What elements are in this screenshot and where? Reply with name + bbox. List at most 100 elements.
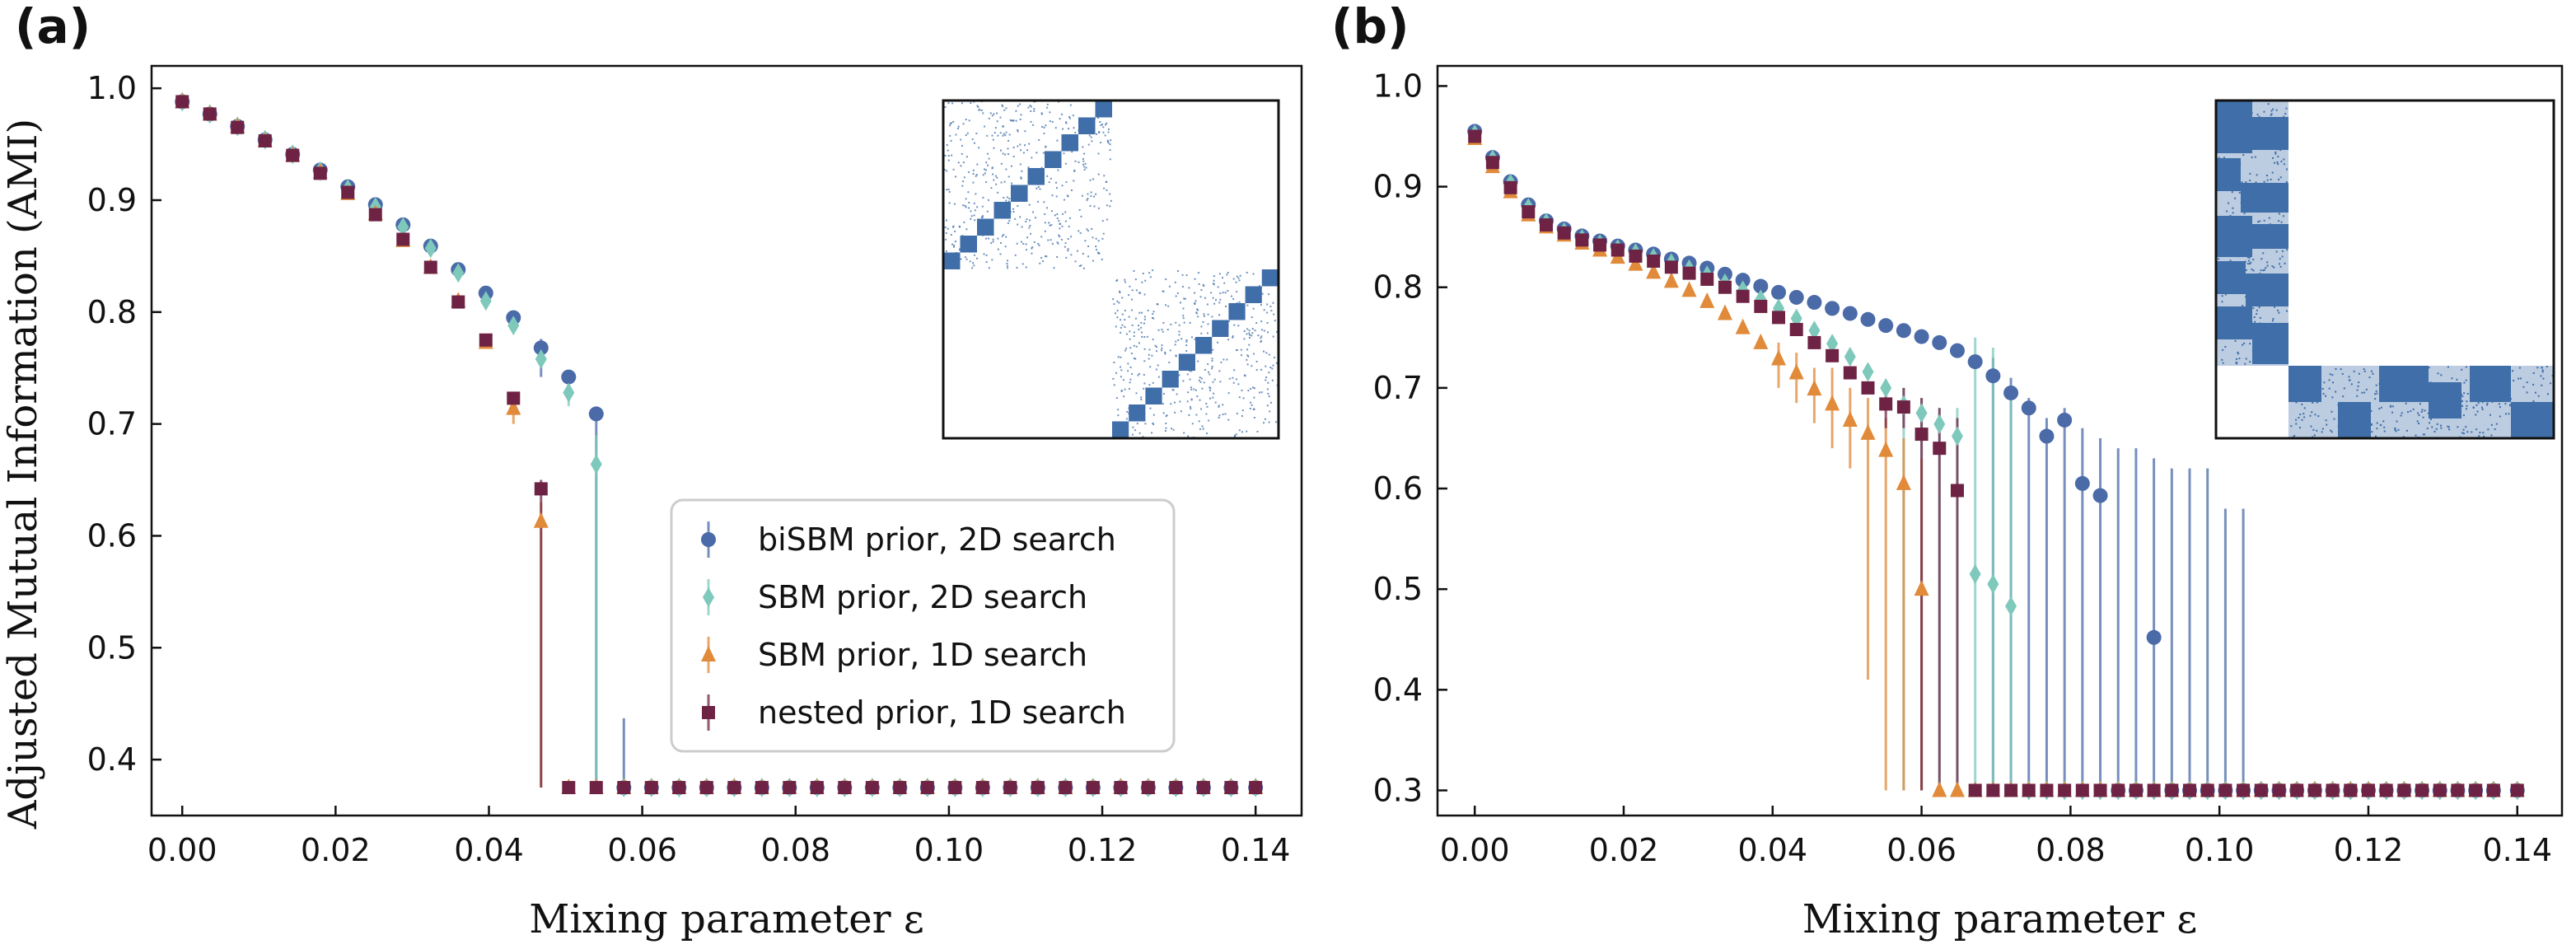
y-axis-title: Adjusted Mutual Information (AMI) [0,119,46,830]
legend: biSBM prior, 2D search SBM prior, 2D sear… [670,498,1176,753]
data-point [1753,333,1769,349]
data-point [1969,563,1981,584]
data-point [313,166,327,180]
data-point [2165,783,2179,797]
data-point [1914,428,1928,442]
data-point [2039,428,2055,444]
data-point [2183,783,2197,797]
data-point [1141,781,1155,795]
data-point [1503,180,1517,194]
data-point [2021,400,2036,416]
data-point [2510,783,2524,797]
data-point [2147,783,2161,797]
plot-frame [1436,64,2564,817]
data-point [1914,580,1929,596]
x-tick-label: 0.12 [2334,832,2404,868]
y-tick-label: 0.7 [87,406,137,442]
data-point [1879,397,1893,411]
data-point [1949,343,1965,358]
data-point [1003,781,1017,795]
data-point [2326,783,2340,797]
legend-label: SBM prior, 2D search [758,579,1087,615]
data-point [562,781,576,795]
data-point [2146,629,2162,645]
data-point [1878,318,1894,334]
data-point [1682,266,1696,280]
data-point [479,291,492,311]
data-point [2040,783,2054,797]
data-point [1646,263,1662,279]
data-point [2003,385,2019,400]
x-tick-label: 0.14 [2482,832,2552,868]
x-tick-label: 0.02 [1589,832,1659,868]
data-point [2129,783,2143,797]
data-point [1522,205,1536,219]
data-point [2005,596,2017,616]
data-point [1772,311,1786,325]
data-point [506,399,521,415]
data-point [1114,781,1128,795]
y-tick-label: 0.6 [1373,470,1423,507]
data-point [2111,783,2125,797]
y-tick-label: 0.8 [87,294,137,330]
data-point [2307,783,2321,797]
data-point [1987,574,1999,595]
panel-label: (b) [1331,0,1410,54]
data-point [396,232,410,246]
data-point [590,454,602,474]
data-point [1575,233,1589,247]
data-point [1539,217,1553,231]
data-point [699,781,713,795]
data-point [1914,329,1929,344]
data-point [1629,249,1643,263]
data-point [1807,295,1822,311]
data-point [423,260,437,274]
data-point [2361,783,2375,797]
data-point [507,391,521,405]
data-point [2415,783,2429,797]
data-point [1224,781,1238,795]
data-point [1985,368,2001,384]
data-point [2200,783,2214,797]
data-point [755,781,769,795]
y-tick-label: 0.5 [1373,571,1423,607]
legend-label: SBM prior, 1D search [758,637,1087,673]
data-point [1843,366,1857,380]
plot-frame [150,64,1303,817]
y-tick-label: 0.4 [87,741,137,778]
x-axis-title: Mixing parameter ε [529,896,923,942]
data-point [727,781,741,795]
data-point [2433,783,2447,797]
data-point [2074,475,2090,491]
data-point [589,781,603,795]
data-point [1789,323,1803,337]
data-point [2237,783,2251,797]
x-tick-label: 0.10 [914,832,984,868]
data-point [1862,362,1874,382]
data-point [1196,781,1210,795]
data-point [1086,781,1100,795]
data-point [1807,335,1821,349]
data-point [1593,238,1607,252]
data-point [2075,783,2089,797]
x-tick-label: 0.04 [1737,832,1807,868]
data-point [1932,781,1947,797]
data-point [1842,306,1858,321]
legend-marker [703,587,714,607]
x-tick-label: 0.10 [2185,832,2255,868]
data-point [258,134,272,147]
data-point [2290,783,2304,797]
data-point [1735,318,1751,334]
data-point [644,781,658,795]
data-point [1169,781,1183,795]
data-point [1647,254,1661,268]
data-point [783,781,797,795]
x-tick-label: 0.06 [1886,832,1957,868]
data-point [1986,783,2000,797]
data-point [948,781,962,795]
data-point [563,382,575,403]
data-point [2022,783,2036,797]
data-point [2272,783,2286,797]
data-point [1557,226,1571,240]
